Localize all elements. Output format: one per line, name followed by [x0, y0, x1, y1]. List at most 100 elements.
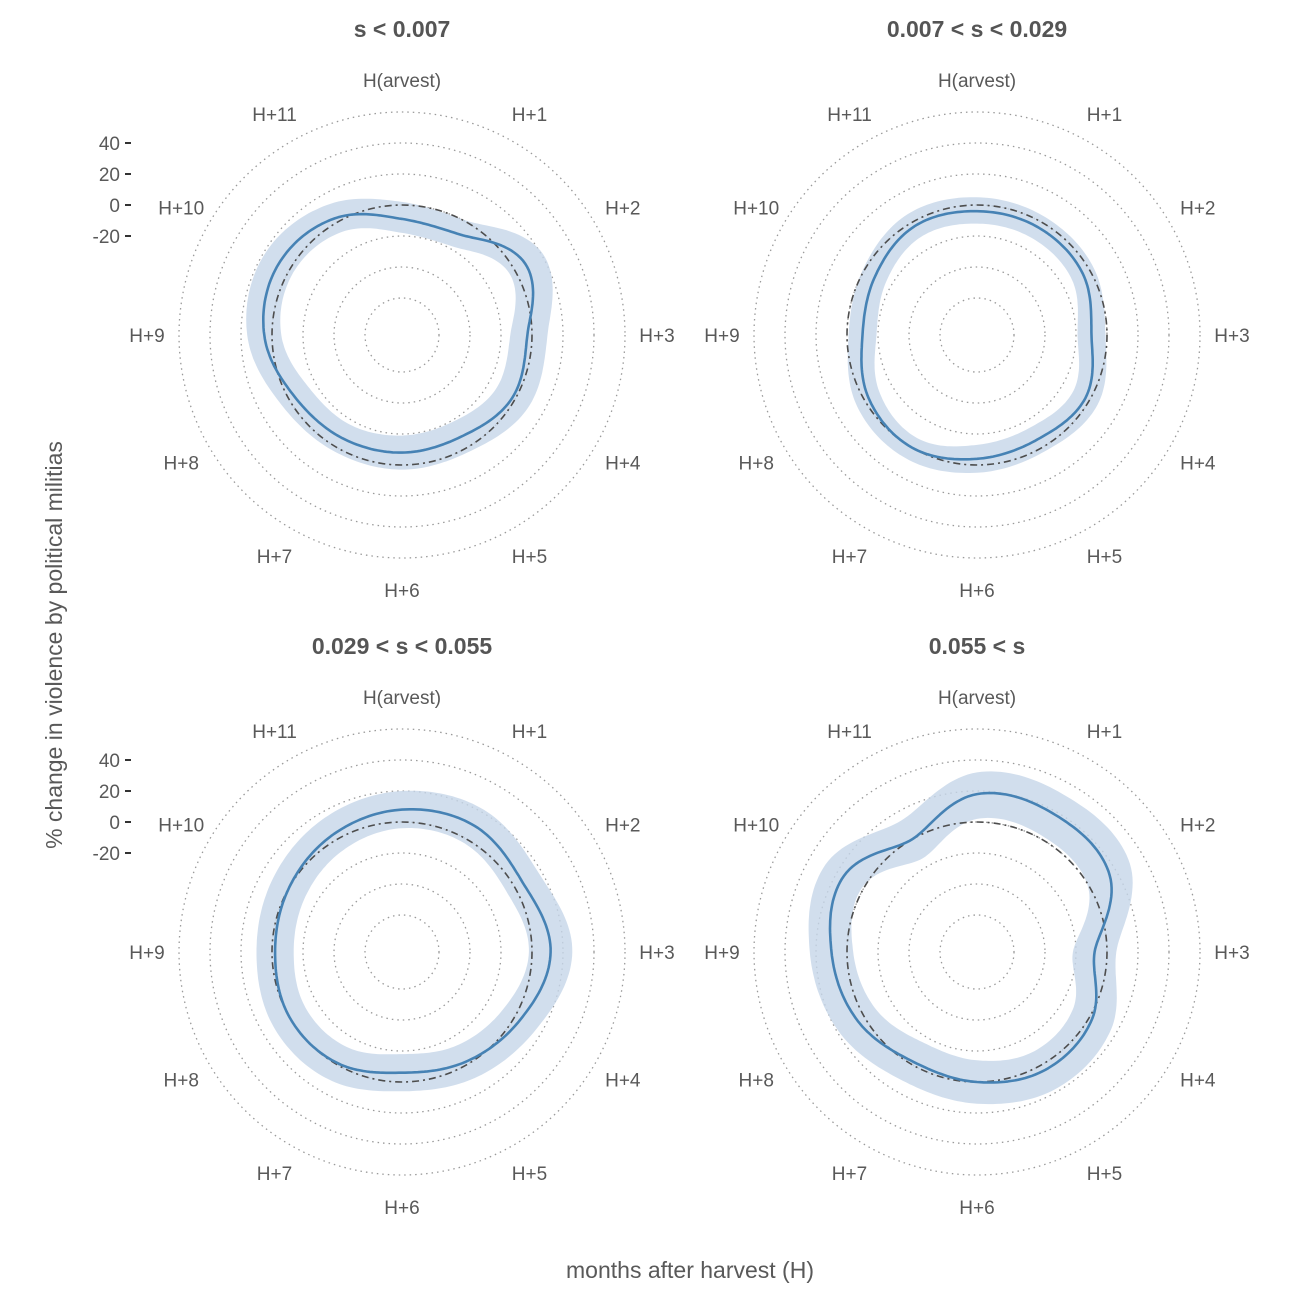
month-label-h-arvest: H(arvest) — [363, 71, 441, 92]
month-label-h-11: H+11 — [252, 722, 297, 743]
month-label-h-9: H+9 — [129, 326, 164, 347]
r-tick-label: 20 — [99, 782, 120, 803]
month-label-h-6: H+6 — [959, 581, 994, 602]
month-label-h-3: H+3 — [639, 326, 674, 347]
radial-ticks: -20 0 20 40 — [93, 134, 131, 248]
month-label-h-3: H+3 — [1214, 326, 1249, 347]
month-label-h-3: H+3 — [639, 943, 674, 964]
month-label-h-1: H+1 — [1087, 105, 1122, 126]
month-label-h-9: H+9 — [129, 943, 164, 964]
month-label-h-10: H+10 — [733, 816, 779, 837]
grid-circle — [877, 235, 1077, 435]
grid-circle — [753, 728, 1201, 1176]
r-tick-label: -20 — [93, 227, 120, 248]
series-line-path — [273, 808, 552, 1075]
grid-circle — [364, 297, 440, 373]
zero-baseline — [846, 204, 1108, 466]
series-line — [273, 808, 552, 1075]
month-label-h-9: H+9 — [704, 326, 739, 347]
panel-title: s < 0.007 — [354, 16, 451, 42]
month-label-h-1: H+1 — [512, 105, 547, 126]
r-tick-label: 0 — [109, 196, 120, 217]
grid-circle — [302, 235, 502, 435]
month-label-h-arvest: H(arvest) — [938, 688, 1016, 709]
grid-circle — [240, 173, 564, 497]
grid-circle — [364, 914, 440, 990]
grid-circle — [784, 759, 1170, 1145]
month-label-h-6: H+6 — [384, 1198, 419, 1219]
series-line — [828, 791, 1113, 1084]
month-label-h-4: H+4 — [1180, 1071, 1216, 1092]
month-label-h-6: H+6 — [959, 1198, 994, 1219]
month-labels: H(arvest) H+1 H+2 H+3 H+4 H+5 H+6 H+7 H+8 H+9 H+10… — [704, 71, 1249, 602]
month-label-h-6: H+6 — [384, 581, 419, 602]
month-label-h-5: H+5 — [512, 1164, 547, 1185]
month-label-h-7: H+7 — [832, 1164, 867, 1185]
grid-circle — [178, 111, 626, 559]
grid-circle — [209, 142, 595, 528]
ci-band-area — [808, 771, 1133, 1105]
panel-2: H(arvest) H+1 H+2 H+3 H+4 H+5 H+6 H+7 H+8 H+9 H+10… — [704, 16, 1249, 602]
grid-circle — [333, 266, 471, 404]
radial-ticks: -20 0 20 40 — [93, 751, 131, 865]
month-label-h-8: H+8 — [739, 1071, 774, 1092]
r-tick-label: -20 — [93, 844, 120, 865]
month-label-h-5: H+5 — [1087, 547, 1122, 568]
month-label-h-10: H+10 — [733, 199, 779, 220]
month-label-h-1: H+1 — [512, 722, 547, 743]
series-line-path — [860, 209, 1094, 461]
month-label-h-arvest: H(arvest) — [363, 688, 441, 709]
month-label-h-10: H+10 — [158, 816, 204, 837]
month-label-h-1: H+1 — [1087, 722, 1122, 743]
grid-circle — [939, 914, 1015, 990]
panel-title: 0.007 < s < 0.029 — [887, 16, 1067, 42]
ci-band-area — [246, 198, 553, 470]
series-line-path — [828, 791, 1113, 1084]
zero-baseline — [271, 204, 533, 466]
month-label-h-2: H+2 — [1180, 816, 1215, 837]
month-labels: H(arvest) H+1 H+2 H+3 H+4 H+5 H+6 H+7 H+8 H+9 H+10… — [129, 688, 674, 1219]
grid-circle — [333, 883, 471, 1021]
grid-circle — [908, 266, 1046, 404]
month-label-h-arvest: H(arvest) — [938, 71, 1016, 92]
month-label-h-2: H+2 — [605, 199, 640, 220]
month-label-h-4: H+4 — [605, 1071, 641, 1092]
panel-title: 0.055 < s — [929, 633, 1026, 659]
ci-band — [246, 198, 553, 470]
grid-circle — [815, 790, 1139, 1114]
grid-circles — [753, 111, 1201, 559]
month-label-h-4: H+4 — [1180, 454, 1216, 475]
month-label-h-7: H+7 — [257, 1164, 292, 1185]
panel-title: 0.029 < s < 0.055 — [312, 633, 493, 659]
month-label-h-7: H+7 — [257, 547, 292, 568]
panel-1: H(arvest) H+1 H+2 H+3 H+4 H+5 H+6 H+7 H+8 H+9 H+10… — [93, 16, 675, 602]
grid-circle — [753, 111, 1201, 559]
month-label-h-4: H+4 — [605, 454, 641, 475]
grid-circle — [939, 297, 1015, 373]
month-label-h-11: H+11 — [252, 105, 297, 126]
month-label-h-8: H+8 — [739, 454, 774, 475]
r-tick-label: 40 — [99, 134, 120, 155]
grid-circle — [302, 852, 502, 1052]
ci-band — [808, 771, 1133, 1105]
ci-band-area — [256, 790, 573, 1092]
baseline-circle — [271, 821, 533, 1083]
month-labels: H(arvest) H+1 H+2 H+3 H+4 H+5 H+6 H+7 H+8 H+9 H+10… — [704, 688, 1249, 1219]
r-tick-label: 0 — [109, 813, 120, 834]
panel-4: H(arvest) H+1 H+2 H+3 H+4 H+5 H+6 H+7 H+8 H+9 H+10… — [704, 633, 1249, 1219]
month-label-h-11: H+11 — [827, 722, 872, 743]
x-axis-label: months after harvest (H) — [566, 1257, 814, 1283]
month-label-h-5: H+5 — [512, 547, 547, 568]
ci-band — [847, 197, 1107, 473]
zero-baseline — [271, 821, 533, 1083]
grid-circle — [178, 728, 626, 1176]
series-line-path — [262, 212, 535, 454]
month-label-h-9: H+9 — [704, 943, 739, 964]
grid-circle — [209, 759, 595, 1145]
panel-3: H(arvest) H+1 H+2 H+3 H+4 H+5 H+6 H+7 H+8 H+9 H+10… — [93, 633, 675, 1219]
month-label-h-8: H+8 — [164, 1071, 199, 1092]
month-label-h-2: H+2 — [605, 816, 640, 837]
grid-circle — [877, 852, 1077, 1052]
series-line — [860, 209, 1094, 461]
